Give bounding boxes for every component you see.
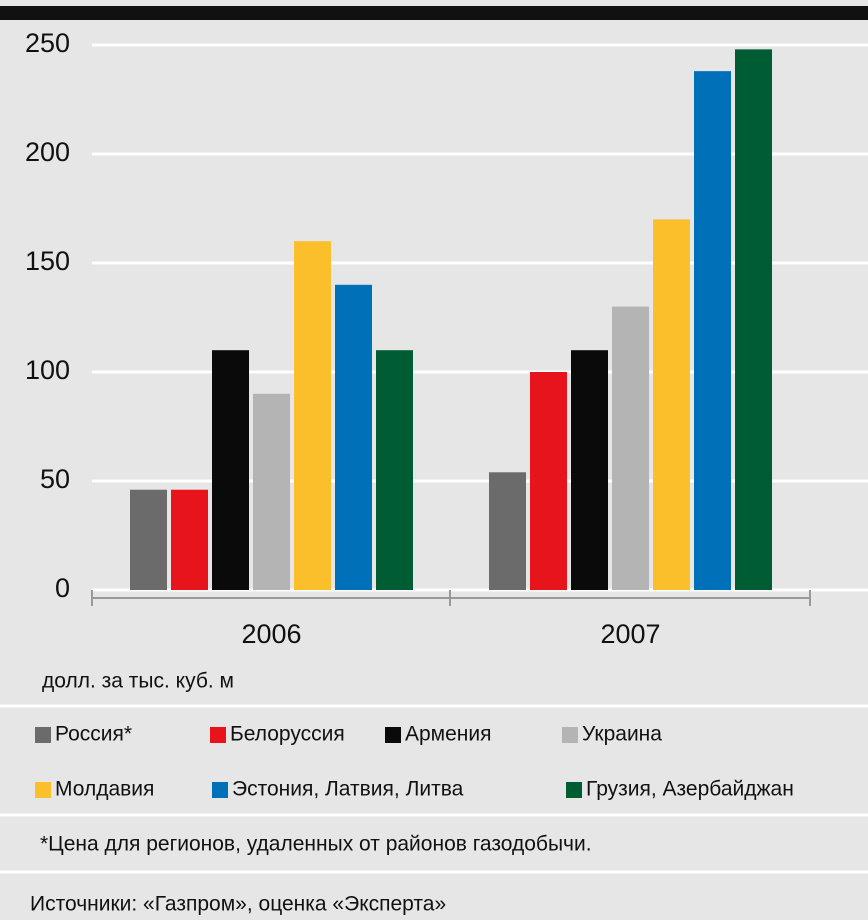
bar: [253, 393, 290, 590]
y-tick-label: 100: [25, 355, 70, 385]
legend-label: Эстония, Латвия, Литва: [232, 778, 464, 801]
source: Источники: «Газпром», оценка «Эксперта»: [30, 893, 446, 916]
y-tick-label: 0: [55, 573, 70, 603]
bar: [130, 489, 167, 590]
legend-label: Украина: [582, 723, 662, 746]
bar: [735, 49, 772, 591]
legend-swatch: [212, 782, 228, 798]
bar: [653, 219, 690, 590]
legend-swatch: [385, 727, 401, 743]
x-tick-label: 2007: [600, 619, 660, 649]
bar: [694, 71, 731, 590]
x-tick-label: 2006: [241, 619, 301, 649]
bar: [489, 472, 526, 590]
bar: [571, 350, 608, 590]
legend-label: Россия*: [55, 723, 132, 746]
y-tick-label: 150: [25, 246, 70, 276]
legend-label: Молдавия: [55, 778, 154, 801]
legend-label: Грузия, Азербайджан: [586, 778, 794, 801]
bar: [335, 284, 372, 590]
bar: [294, 241, 331, 590]
legend-swatch: [562, 727, 578, 743]
unit-label: долл. за тыс. куб. м: [42, 670, 234, 693]
bars: [130, 49, 772, 591]
top-bar: [0, 6, 868, 20]
legend-swatch: [35, 782, 51, 798]
bar: [212, 350, 249, 590]
legend-swatch: [35, 727, 51, 743]
bar: [612, 306, 649, 590]
y-tick-label: 50: [40, 464, 70, 494]
legend-swatch: [566, 782, 582, 798]
y-tick-label: 250: [25, 28, 70, 58]
bar: [171, 489, 208, 590]
footnote: *Цена для регионов, удаленных от районов…: [40, 833, 592, 856]
bar: [376, 350, 413, 590]
bar: [530, 372, 567, 590]
legend-label: Белоруссия: [230, 723, 345, 746]
legend-label: Армения: [405, 723, 492, 746]
y-tick-label: 200: [25, 137, 70, 167]
legend-swatch: [210, 727, 226, 743]
